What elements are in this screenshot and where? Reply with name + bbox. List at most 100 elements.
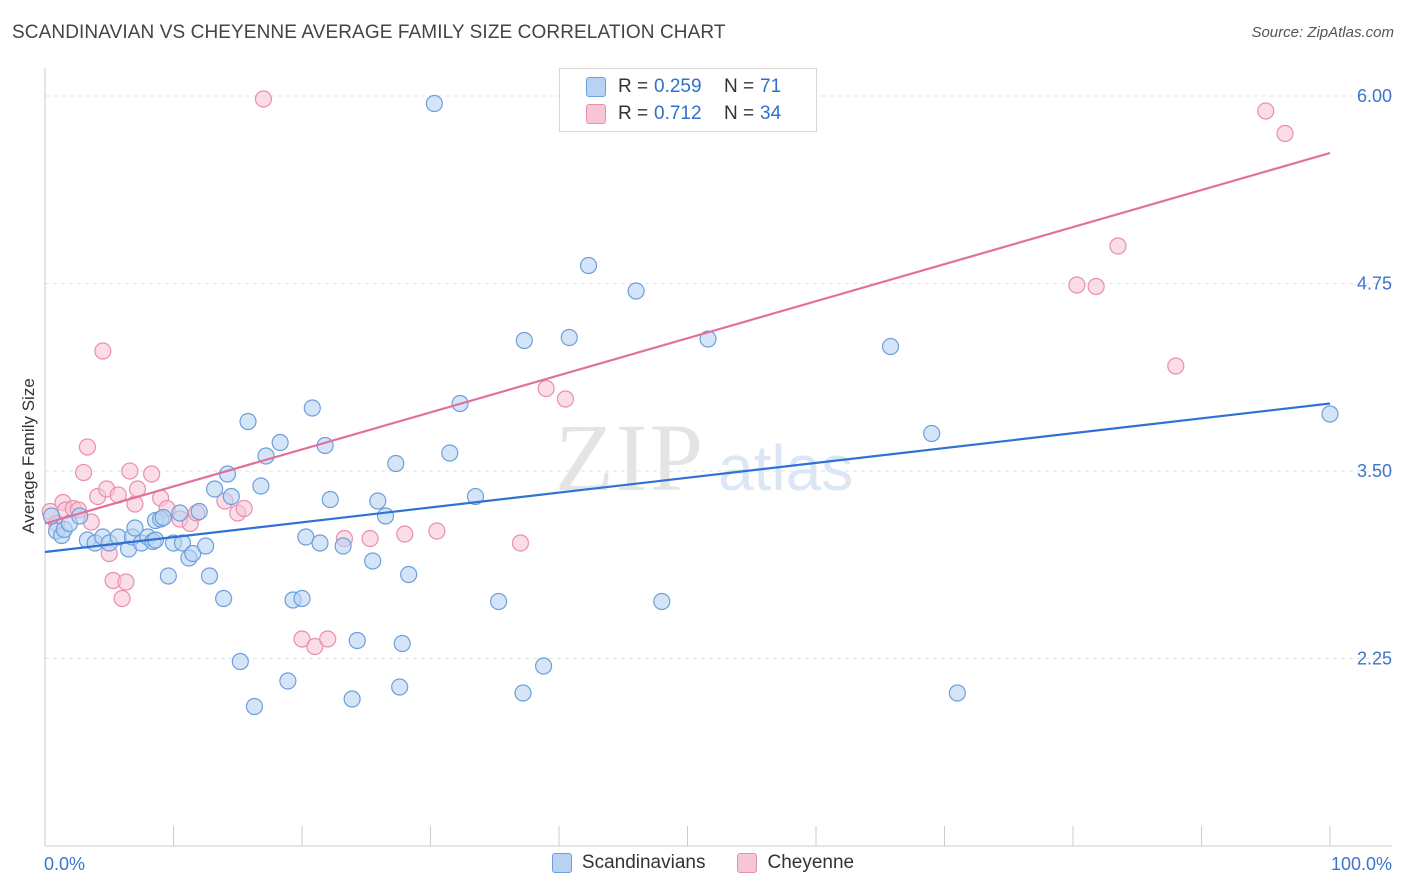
x-tick-label: 100.0% xyxy=(1331,854,1392,874)
scandinavian-point xyxy=(627,282,645,300)
cheyenne-point xyxy=(537,379,555,398)
scandinavian-point xyxy=(515,331,533,350)
series-legend: Scandinavians Cheyenne xyxy=(0,852,1406,874)
axes xyxy=(44,68,1392,847)
scandinavian-point xyxy=(490,592,508,611)
legend-label-cheyenne: Cheyenne xyxy=(767,852,855,873)
scandinavian-point xyxy=(369,492,387,510)
scandinavian-point xyxy=(154,508,172,527)
legend-r-value: 0.259 xyxy=(654,76,702,97)
watermark: ZIP atlas xyxy=(555,404,853,511)
cheyenne-point xyxy=(511,534,530,552)
scandinavian-point xyxy=(387,454,405,473)
scandinavian-trend-line xyxy=(44,402,1331,554)
scandinavian-point xyxy=(881,337,900,356)
cheyenne-trend-line xyxy=(44,151,1331,525)
scandinavian-point xyxy=(293,589,311,608)
scandinavian-point xyxy=(171,504,189,522)
legend-r-label: R = xyxy=(618,103,649,124)
cheyenne-point xyxy=(319,630,337,648)
legend-r-label: R = xyxy=(618,76,649,97)
cheyenne-point xyxy=(1257,102,1275,120)
cheyenne-point xyxy=(1167,357,1185,375)
scandinavian-point xyxy=(252,477,270,495)
y-tick-label: 6.00 xyxy=(1357,86,1392,106)
scandinavian-point xyxy=(534,657,553,675)
scandinavian-point xyxy=(653,592,671,611)
scandinavian-point xyxy=(200,567,219,585)
scandinavian-point xyxy=(245,697,264,716)
cheyenne-point xyxy=(293,630,311,648)
cheyenne-point xyxy=(1109,237,1127,255)
legend-swatch-pink xyxy=(586,104,606,124)
cheyenne-point xyxy=(1068,276,1086,294)
legend-swatch-blue xyxy=(586,77,606,97)
legend-row-scandinavians: R = 0.259 N = 71 xyxy=(586,75,781,99)
scandinavian-point xyxy=(441,444,459,462)
scandinavian-point xyxy=(1321,405,1339,423)
cheyenne-point xyxy=(396,525,414,543)
tick-labels: 2.25 3.50 4.75 6.00 0.0% 100.0% xyxy=(44,86,1392,874)
y-tick-label: 3.50 xyxy=(1357,461,1392,481)
y-tick-label: 4.75 xyxy=(1357,274,1392,294)
scandinavian-point xyxy=(466,487,485,506)
x-tick-label: 0.0% xyxy=(44,854,85,874)
trend-lines xyxy=(44,151,1331,554)
cheyenne-point xyxy=(94,342,112,360)
watermark-zip: ZIP xyxy=(555,404,705,511)
legend-swatch-blue xyxy=(551,853,572,873)
cheyenne-point xyxy=(78,438,97,456)
scandinavian-point xyxy=(343,690,361,708)
cheyenne-points xyxy=(41,90,1294,656)
scandinavian-point xyxy=(173,534,192,552)
scandinavian-point xyxy=(425,94,443,113)
legend-item-scandinavians[interactable]: Scandinavians xyxy=(551,852,706,874)
scandinavian-point xyxy=(126,519,144,537)
scandinavian-point xyxy=(303,399,321,417)
scandinavian-point xyxy=(279,672,297,690)
scandinavian-point xyxy=(231,652,249,671)
scandinavian-point xyxy=(948,684,966,702)
cheyenne-point xyxy=(74,463,93,482)
cheyenne-point xyxy=(113,589,131,608)
scandinavian-point xyxy=(184,544,202,563)
cheyenne-point xyxy=(361,529,379,548)
y-tick-label: 2.25 xyxy=(1357,649,1392,669)
scandinavian-point xyxy=(699,330,717,348)
scandinavian-point xyxy=(190,502,208,521)
scandinavian-point xyxy=(159,567,177,585)
scandinavian-point xyxy=(206,480,224,498)
scandinavian-point xyxy=(334,537,352,555)
scandinavian-point xyxy=(514,684,532,702)
legend-swatch-pink xyxy=(737,853,758,873)
chart-title: SCANDINAVIAN VS CHEYENNE AVERAGE FAMILY … xyxy=(12,22,726,43)
cheyenne-point xyxy=(1276,124,1294,143)
legend-r-value: 0.712 xyxy=(654,103,702,124)
legend-n-value: 71 xyxy=(760,76,782,97)
legend-label-scandinavians: Scandinavians xyxy=(581,852,706,873)
scandinavian-point xyxy=(348,631,366,650)
scandinavian-point xyxy=(391,678,409,696)
grid-lines xyxy=(45,95,1392,659)
scandinavian-point xyxy=(271,433,289,452)
legend-n-label: N = xyxy=(724,103,755,124)
scandinavian-point xyxy=(311,534,329,552)
cheyenne-point xyxy=(556,390,575,408)
scandinavian-point xyxy=(197,537,215,555)
scandinavian-point xyxy=(316,436,334,455)
scandinavian-point xyxy=(364,552,382,570)
stats-legend: R = 0.259 N = 71 R = 0.712 N = 34 xyxy=(559,68,817,132)
source-label: Source: ZipAtlas.com xyxy=(1251,24,1394,41)
cheyenne-point xyxy=(306,637,324,656)
scandinavian-point xyxy=(321,490,339,509)
scandinavian-point xyxy=(222,487,240,506)
cheyenne-point xyxy=(143,465,161,483)
cheyenne-point xyxy=(1087,277,1105,296)
watermark-atlas: atlas xyxy=(718,432,853,504)
cheyenne-point xyxy=(428,522,446,540)
y-axis-label: Average Family Size xyxy=(19,378,38,534)
legend-n-value: 34 xyxy=(760,103,782,124)
legend-item-cheyenne[interactable]: Cheyenne xyxy=(737,852,854,874)
cheyenne-point xyxy=(235,499,253,518)
